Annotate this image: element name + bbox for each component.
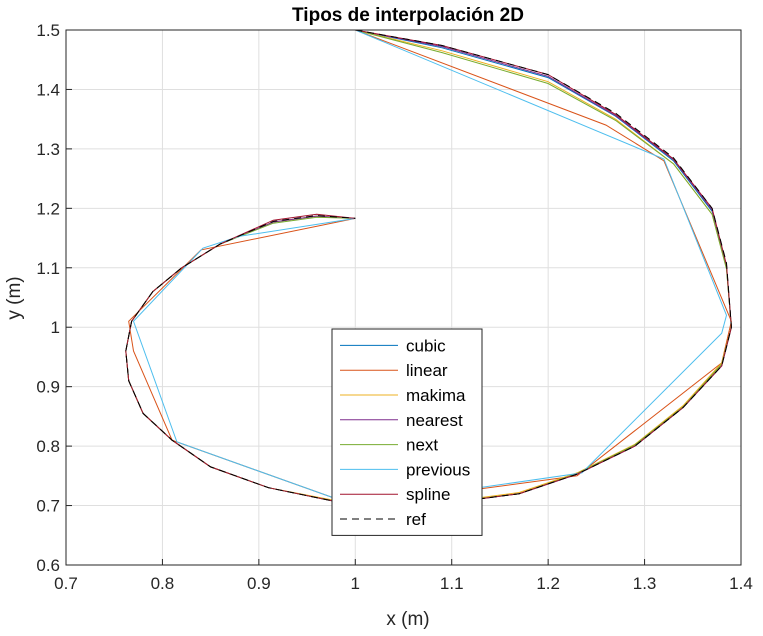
legend-label: ref xyxy=(406,510,426,529)
chart-title: Tipos de interpolación 2D xyxy=(292,5,524,26)
y-tick-label: 1.5 xyxy=(36,21,60,40)
plot-frame xyxy=(65,29,742,566)
y-tick-label: 1.4 xyxy=(36,80,60,99)
series-line-ref xyxy=(125,29,732,507)
y-axis-label: y (m) xyxy=(4,276,25,319)
legend-label: linear xyxy=(406,361,448,380)
x-tick-label: 1.3 xyxy=(633,574,657,593)
y-tick-label: 0.8 xyxy=(36,437,60,456)
legend-label: nearest xyxy=(406,411,463,430)
x-tick-label: 1.1 xyxy=(440,574,464,593)
y-tick-label: 0.9 xyxy=(36,378,60,397)
x-tick-label: 0.7 xyxy=(54,574,78,593)
legend-label: cubic xyxy=(406,336,446,355)
legend-label: spline xyxy=(406,485,450,504)
legend-label: previous xyxy=(406,460,470,479)
legend-label: makima xyxy=(406,386,466,405)
y-tick-label: 1.3 xyxy=(36,140,60,159)
y-tick-label: 0.7 xyxy=(36,497,60,516)
y-tick-label: 0.6 xyxy=(36,556,60,575)
legend-box xyxy=(331,328,483,536)
x-tick-label: 0.9 xyxy=(247,574,271,593)
x-tick-label: 1.4 xyxy=(729,574,753,593)
legend: cubic linear makima nearest next previous spli… xyxy=(331,328,483,536)
y-tick-label: 1.2 xyxy=(36,199,60,218)
x-tick-label: 1.2 xyxy=(536,574,560,593)
legend-label: next xyxy=(406,436,438,455)
axis-ticks: 0.7 0.8 0.9 1 1.1 1.2 1.3 1.40.60.70.80.911.11.… xyxy=(36,21,752,593)
x-axis-label: x (m) xyxy=(386,609,429,630)
x-tick-label: 1 xyxy=(351,574,360,593)
x-tick-label: 0.8 xyxy=(151,574,175,593)
y-tick-label: 1.1 xyxy=(36,259,60,278)
y-tick-label: 1 xyxy=(51,318,60,337)
